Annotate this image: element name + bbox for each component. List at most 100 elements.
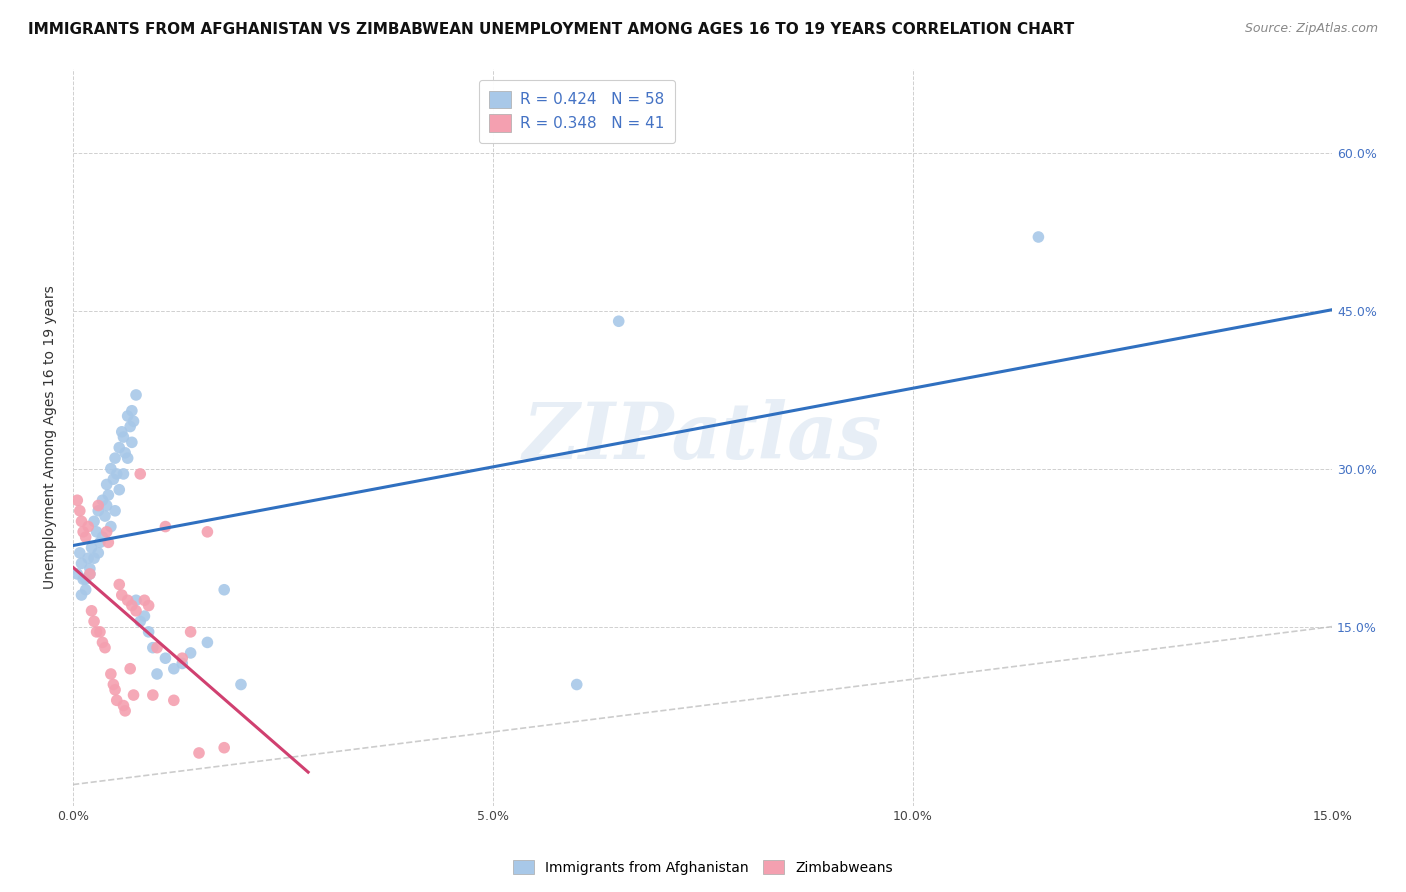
Point bbox=[72, 572, 94, 586]
Point bbox=[111, 588, 134, 602]
Point bbox=[197, 524, 219, 539]
Point bbox=[120, 419, 142, 434]
Point bbox=[75, 530, 97, 544]
Text: ZIPatlas: ZIPatlas bbox=[523, 399, 883, 475]
Point bbox=[79, 566, 101, 581]
Point bbox=[86, 624, 108, 639]
Point bbox=[117, 593, 139, 607]
Point bbox=[1028, 230, 1050, 244]
Point bbox=[120, 662, 142, 676]
Point bbox=[69, 504, 91, 518]
Point bbox=[75, 572, 97, 586]
Point bbox=[125, 593, 148, 607]
Point bbox=[108, 483, 131, 497]
Point bbox=[607, 314, 630, 328]
Point bbox=[70, 588, 93, 602]
Point bbox=[565, 677, 588, 691]
Point bbox=[83, 615, 105, 629]
Point bbox=[80, 604, 103, 618]
Point bbox=[70, 557, 93, 571]
Point bbox=[229, 677, 252, 691]
Point bbox=[87, 499, 110, 513]
Text: Source: ZipAtlas.com: Source: ZipAtlas.com bbox=[1244, 22, 1378, 36]
Point bbox=[114, 446, 136, 460]
Point bbox=[105, 467, 128, 481]
Point bbox=[111, 425, 134, 439]
Point bbox=[108, 441, 131, 455]
Y-axis label: Unemployment Among Ages 16 to 19 years: Unemployment Among Ages 16 to 19 years bbox=[44, 285, 58, 589]
Point bbox=[172, 657, 194, 671]
Legend: R = 0.424   N = 58, R = 0.348   N = 41: R = 0.424 N = 58, R = 0.348 N = 41 bbox=[478, 80, 675, 143]
Point bbox=[100, 519, 122, 533]
Point bbox=[89, 535, 111, 549]
Point bbox=[77, 519, 100, 533]
Point bbox=[122, 414, 145, 428]
Point bbox=[96, 524, 118, 539]
Point bbox=[138, 624, 160, 639]
Point bbox=[94, 640, 117, 655]
Point bbox=[77, 551, 100, 566]
Point bbox=[212, 582, 235, 597]
Point bbox=[112, 430, 135, 444]
Point bbox=[104, 504, 127, 518]
Point bbox=[212, 740, 235, 755]
Point bbox=[121, 435, 143, 450]
Point bbox=[103, 472, 125, 486]
Point bbox=[69, 546, 91, 560]
Point bbox=[105, 693, 128, 707]
Point bbox=[112, 467, 135, 481]
Point bbox=[72, 524, 94, 539]
Point bbox=[89, 624, 111, 639]
Point bbox=[97, 535, 120, 549]
Point bbox=[100, 667, 122, 681]
Point bbox=[180, 624, 202, 639]
Point bbox=[188, 746, 211, 760]
Point bbox=[129, 615, 152, 629]
Point bbox=[117, 451, 139, 466]
Point bbox=[66, 566, 89, 581]
Point bbox=[129, 467, 152, 481]
Point bbox=[104, 451, 127, 466]
Point bbox=[79, 566, 101, 581]
Point bbox=[146, 667, 169, 681]
Point bbox=[100, 461, 122, 475]
Point bbox=[114, 704, 136, 718]
Point bbox=[79, 562, 101, 576]
Point bbox=[138, 599, 160, 613]
Point bbox=[142, 640, 165, 655]
Point bbox=[134, 593, 156, 607]
Point bbox=[125, 388, 148, 402]
Point bbox=[94, 509, 117, 524]
Point bbox=[104, 682, 127, 697]
Point bbox=[83, 551, 105, 566]
Legend: Immigrants from Afghanistan, Zimbabweans: Immigrants from Afghanistan, Zimbabweans bbox=[508, 855, 898, 880]
Point bbox=[96, 499, 118, 513]
Point bbox=[155, 519, 177, 533]
Point bbox=[87, 504, 110, 518]
Point bbox=[86, 524, 108, 539]
Point bbox=[142, 688, 165, 702]
Point bbox=[180, 646, 202, 660]
Point bbox=[91, 493, 114, 508]
Point bbox=[75, 582, 97, 597]
Point bbox=[117, 409, 139, 423]
Point bbox=[66, 493, 89, 508]
Point bbox=[97, 488, 120, 502]
Point bbox=[108, 577, 131, 591]
Point bbox=[83, 514, 105, 528]
Point bbox=[155, 651, 177, 665]
Point bbox=[112, 698, 135, 713]
Point bbox=[70, 514, 93, 528]
Point bbox=[91, 530, 114, 544]
Point bbox=[125, 604, 148, 618]
Point bbox=[163, 662, 186, 676]
Point bbox=[146, 640, 169, 655]
Point bbox=[121, 403, 143, 417]
Point bbox=[96, 477, 118, 491]
Text: IMMIGRANTS FROM AFGHANISTAN VS ZIMBABWEAN UNEMPLOYMENT AMONG AGES 16 TO 19 YEARS: IMMIGRANTS FROM AFGHANISTAN VS ZIMBABWEA… bbox=[28, 22, 1074, 37]
Point bbox=[172, 651, 194, 665]
Point bbox=[163, 693, 186, 707]
Point bbox=[91, 635, 114, 649]
Point bbox=[80, 541, 103, 555]
Point bbox=[134, 609, 156, 624]
